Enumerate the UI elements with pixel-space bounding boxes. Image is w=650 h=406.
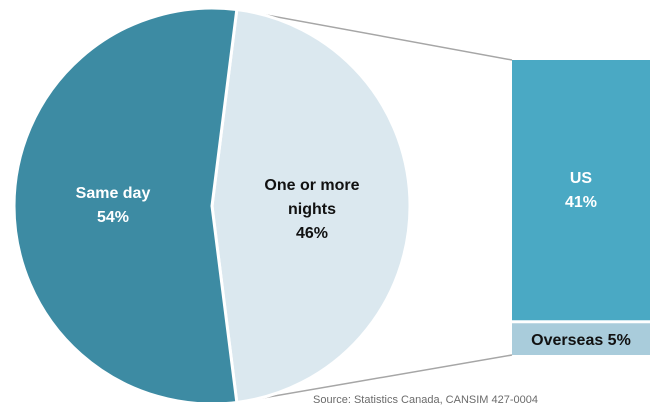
connector-lines — [236, 8, 513, 402]
source-note: Source: Statistics Canada, CANSIM 427-00… — [313, 394, 539, 406]
connector-line-top — [236, 8, 513, 61]
bar-segment-overseas — [512, 323, 650, 355]
pie: Same day 54% One or more nights 46% — [12, 6, 412, 402]
pie-slice-one-or-more-nights — [210, 8, 412, 402]
bar-segment-us — [512, 60, 650, 321]
pie-slice-same-day — [12, 6, 239, 402]
stacked-bar: US 41% Overseas 5% — [512, 60, 650, 355]
pie-label-one-or-more-nights: One or more nights 46% — [264, 177, 359, 242]
pie-label-same-day: Same day 54% — [76, 185, 151, 226]
connector-line-bottom — [236, 354, 513, 402]
bar-label-overseas: Overseas 5% — [531, 332, 631, 349]
bar-label-us: US 41% — [565, 170, 597, 211]
